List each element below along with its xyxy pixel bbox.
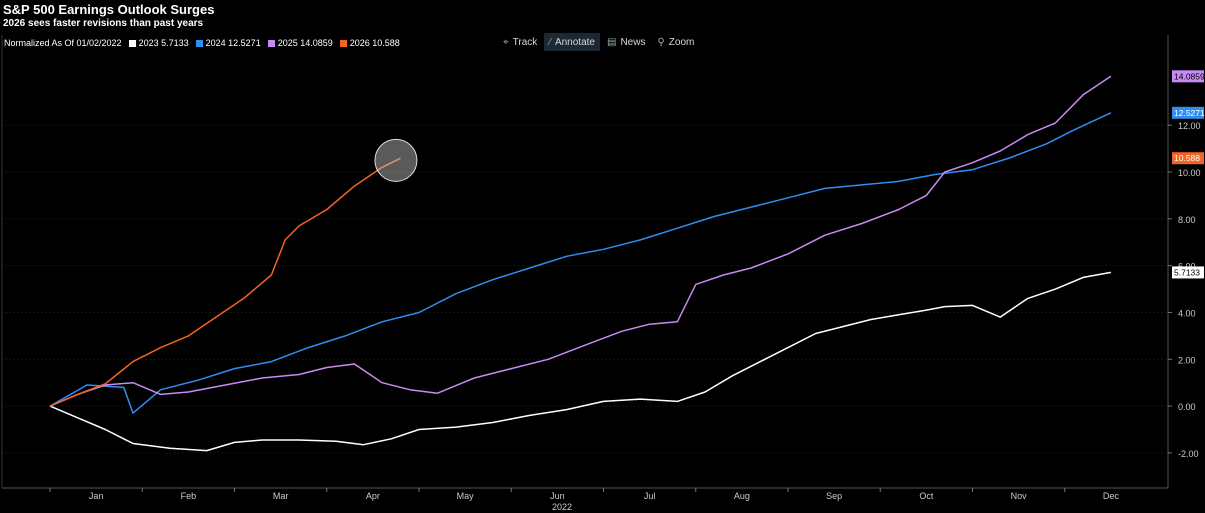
last-value-tag-2024 [1172, 106, 1204, 119]
legend-label: 2023 5.7133 [138, 38, 189, 48]
legend-label: 2025 14.0859 [277, 38, 333, 48]
crosshair-icon: ⌖ [503, 36, 509, 48]
legend-swatch [267, 39, 275, 47]
legend-item-2025[interactable]: 2025 14.0859 [267, 38, 333, 48]
y-tick-label: 10.00 [1178, 168, 1201, 178]
series-line-2026 [49, 157, 401, 407]
last-value-tag-2023 [1172, 266, 1204, 279]
news-icon: ▤ [607, 36, 617, 48]
last-value-label-2024: 12.5271 [1174, 108, 1205, 118]
legend: Normalized As Of 01/02/2022 2023 5.7133 … [4, 38, 400, 48]
legend-item-2026[interactable]: 2026 10.588 [339, 38, 400, 48]
y-tick-label: 2.00 [1178, 355, 1196, 365]
series-line-2025 [49, 75, 1112, 407]
pencil-icon: ∕ [549, 36, 551, 48]
y-tick-label: -2.00 [1178, 449, 1199, 459]
x-axis-label: 2022 [552, 502, 572, 512]
x-tick-label: Jul [644, 491, 656, 501]
y-tick-label: 8.00 [1178, 215, 1196, 225]
last-value-tag-2026 [1172, 152, 1204, 165]
track-button[interactable]: ⌖ Track [498, 33, 542, 51]
annotation-circle [374, 138, 418, 182]
x-tick-label: May [457, 491, 475, 501]
x-tick-label: Mar [273, 491, 289, 501]
legend-item-2024[interactable]: 2024 12.5271 [195, 38, 261, 48]
legend-swatch [128, 39, 136, 47]
last-value-label-2023: 5.7133 [1174, 267, 1200, 277]
normalized-label: Normalized As Of 01/02/2022 [4, 38, 122, 48]
zoom-button[interactable]: ⚲ Zoom [652, 33, 699, 51]
legend-item-2023[interactable]: 2023 5.7133 [128, 38, 189, 48]
news-button[interactable]: ▤ News [602, 33, 650, 51]
chart-title: S&P 500 Earnings Outlook Surges [3, 2, 215, 17]
track-label: Track [512, 36, 538, 48]
last-value-label-2026: 10.588 [1174, 153, 1200, 163]
news-label: News [620, 36, 646, 48]
x-tick-label: Feb [181, 491, 197, 501]
series-line-2023 [49, 271, 1112, 452]
magnifier-icon: ⚲ [657, 36, 665, 48]
annotate-button[interactable]: ∕ Annotate [544, 33, 600, 51]
x-tick-label: Nov [1011, 491, 1028, 501]
x-tick-label: Dec [1103, 491, 1120, 501]
x-tick-label: Oct [919, 491, 934, 501]
annotate-label: Annotate [554, 36, 595, 48]
legend-swatch [339, 39, 347, 47]
last-value-tag-2025 [1172, 70, 1204, 83]
y-tick-label: 12.00 [1178, 121, 1201, 131]
last-value-label-2025: 14.0859 [1174, 71, 1205, 81]
x-tick-label: Apr [366, 491, 380, 501]
x-tick-label: Sep [826, 491, 842, 501]
x-tick-label: Aug [734, 491, 750, 501]
y-tick-label: 4.00 [1178, 308, 1196, 318]
zoom-label: Zoom [668, 36, 695, 48]
chart-toolbar: ⌖ Track ∕ Annotate ▤ News ⚲ Zoom [498, 33, 699, 51]
x-tick-label: Jan [89, 491, 104, 501]
x-tick-label: Jun [550, 491, 565, 501]
chart-subtitle: 2026 sees faster revisions than past yea… [3, 18, 204, 29]
legend-swatch [195, 39, 203, 47]
y-tick-label: 0.00 [1178, 402, 1196, 412]
series-line-2024 [49, 112, 1112, 414]
legend-label: 2026 10.588 [349, 38, 400, 48]
legend-label: 2024 12.5271 [205, 38, 261, 48]
